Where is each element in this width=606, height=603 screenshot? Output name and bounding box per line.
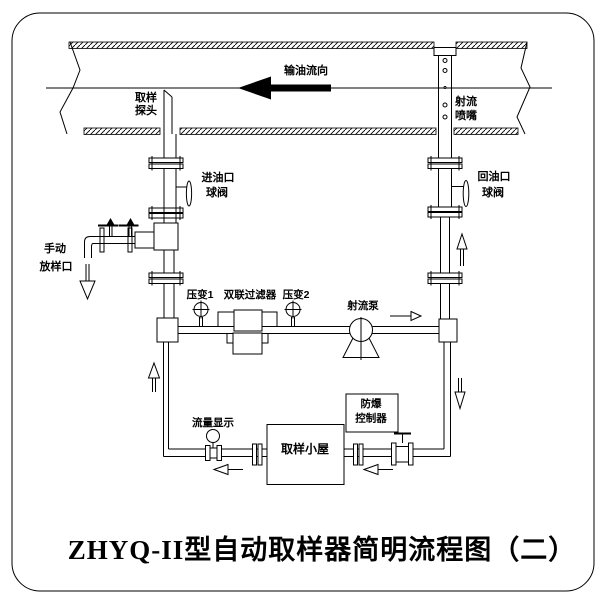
- ball-valve-handle-icon: [451, 180, 470, 207]
- return-valve-label-1: 回油口: [478, 169, 511, 183]
- nozzle-hole: [443, 86, 447, 89]
- filter-label: 双联过滤器: [223, 288, 277, 301]
- flange-pair: [148, 271, 184, 286]
- nozzle-label-1: 射流: [454, 94, 477, 108]
- probe-label-2: 探头: [135, 103, 157, 117]
- needle-valve-icon: [118, 218, 139, 237]
- manual-sampling-branch: 手动 放样口: [39, 218, 139, 301]
- tee-block-2: [156, 317, 179, 343]
- flowmeter: 流量显示: [192, 416, 234, 461]
- controller: 防爆 控制器: [345, 393, 399, 433]
- jet-nozzle: 射流 喷嘴: [433, 47, 477, 159]
- nozzle-hole: [442, 58, 448, 63]
- tee-block: [153, 222, 179, 251]
- controller-label-1: 防爆: [361, 397, 382, 410]
- flange: [257, 443, 263, 466]
- inlet-valve-label-1: 进油口: [202, 170, 235, 184]
- inlet-valve-label-2: 球阀: [206, 185, 228, 199]
- sampling-house-box: [266, 424, 345, 485]
- needle-valve-icon: [98, 218, 118, 237]
- pipe-wall-bottom-left: [83, 127, 161, 135]
- pressure-transmitter-1-icon: [192, 300, 210, 327]
- return-valve-label-2: 球阀: [482, 185, 504, 199]
- nozzle-hole: [442, 102, 448, 108]
- pipe-wall-top-right: [455, 41, 528, 49]
- flange: [353, 443, 358, 466]
- oil-flow-arrow: 输油流向: [238, 63, 331, 100]
- filter-section: 压变1 双联过滤器 压变2: [178, 288, 439, 355]
- down-arrow-icon: [79, 264, 96, 301]
- manual-port-label-1: 手动: [44, 241, 66, 255]
- gate-valve-icon: [391, 432, 414, 466]
- pipe-wall-bottom-right: [453, 127, 519, 135]
- flow-direction-label: 输油流向: [284, 63, 328, 77]
- flange-pair: [427, 205, 463, 219]
- pipe-break-right: [516, 41, 531, 135]
- up-arrow-icon: [147, 361, 161, 392]
- flow-display-dial: [206, 429, 220, 443]
- manual-port-label-2: 放样口: [39, 259, 73, 273]
- flange: [358, 443, 364, 466]
- probe-label-1: 取样: [135, 90, 157, 104]
- pressure-transmitter-2-icon: [284, 300, 302, 327]
- flange-pair: [427, 156, 463, 171]
- page-border: [11, 12, 595, 592]
- flange-pair: [427, 271, 463, 286]
- filter-cartridge-upper: [233, 309, 263, 332]
- flow-arrow-icon: [238, 76, 331, 100]
- bottom-loop: 流量显示 取样小屋 防爆 控制器: [147, 317, 451, 485]
- ball-valve-handle-icon: [176, 180, 193, 207]
- inlet-riser: 进油口 球阀: [148, 156, 235, 223]
- diagram-title: ZHYQ-II型自动取样器简明流程图（二）: [68, 534, 577, 565]
- down-arrow-icon: [454, 378, 466, 411]
- nozzle-label-2: 喷嘴: [455, 108, 477, 122]
- return-riser: 回油口 球阀: [427, 156, 511, 457]
- controller-label-2: 控制器: [355, 412, 387, 425]
- pt1-label: 压变1: [187, 288, 214, 301]
- right-arrow-icon: [390, 310, 423, 322]
- up-arrow-icon: [456, 232, 468, 266]
- filter-cartridge-lower: [232, 332, 263, 355]
- jet-pump: 射流泵: [342, 299, 423, 360]
- pipe-wall-top-left: [68, 41, 435, 49]
- flange-pair: [148, 156, 184, 171]
- nozzle-hole: [442, 114, 448, 120]
- nozzle-hole: [442, 68, 448, 73]
- sampling-house-label: 取样小屋: [281, 441, 329, 456]
- sampling-probe: 取样 探头: [135, 89, 177, 159]
- flange-pair: [148, 206, 184, 220]
- flange: [99, 227, 105, 253]
- branch-hub: [134, 231, 155, 249]
- inlet-tee-column: [134, 222, 184, 318]
- flange: [252, 443, 257, 466]
- flow-display-label: 流量显示: [192, 416, 234, 429]
- controller-box: [345, 393, 399, 433]
- left-arrow-icon: [212, 463, 243, 476]
- pt2-label: 压变2: [283, 288, 310, 301]
- flange: [127, 227, 133, 253]
- probe-bevel: [163, 89, 173, 98]
- nozzle-cap: [433, 47, 457, 56]
- jet-pump-label: 射流泵: [346, 299, 379, 312]
- junction-block: [438, 318, 458, 343]
- main-pipeline: [46, 41, 552, 135]
- left-arrow-icon: [362, 463, 393, 476]
- pipe-wall-bottom-mid: [179, 127, 437, 135]
